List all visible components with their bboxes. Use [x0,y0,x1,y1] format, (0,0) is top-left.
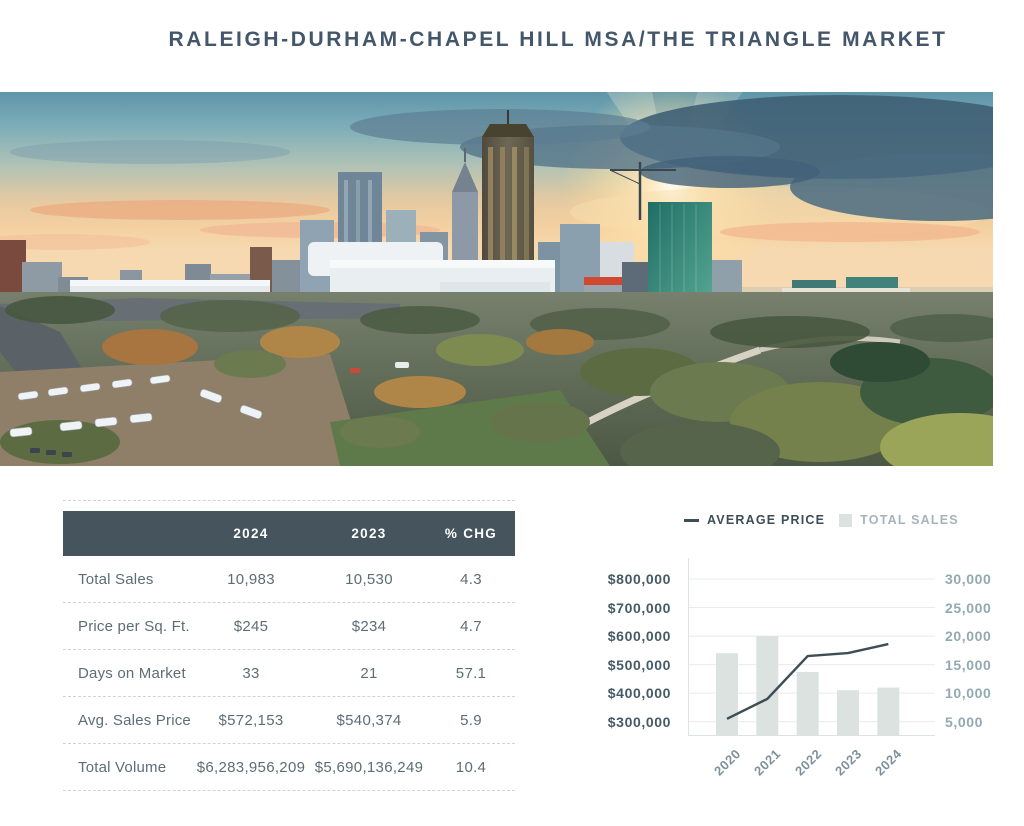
chart-legend: AVERAGE PRICE TOTAL SALES [684,513,959,527]
header-cell: % CHG [444,526,498,541]
x-axis-labels: 2020 2021 2022 2023 2024 [688,736,935,796]
x-axis-label-2021: 2021 [751,746,784,779]
table-row: Price per Sq. Ft. $245 $234 4.7 [63,603,515,650]
row-value: 10.4 [455,758,487,776]
header-cell: 2024 [233,526,269,541]
header-cell: 2023 [351,526,387,541]
x-axis-label-2024: 2024 [872,746,905,779]
total-sales-bar-2021 [756,636,779,736]
total-sales-bar-2024 [877,687,900,736]
right-axis-tick: 15,000 [945,656,992,673]
x-axis-label-2023: 2023 [832,746,865,779]
table-body: Total Sales 10,983 10,530 4.3 Price per Sq. … [63,556,515,791]
table-row: Days on Market 33 21 57.1 [63,650,515,697]
row-value: $5,690,136,249 [314,758,424,776]
left-axis-tick: $700,000 [607,599,671,616]
chart-plot-area [688,558,935,736]
market-stats-table: 2024 2023 % CHG Total Sales 10,983 10,530 4.3… [63,500,515,791]
right-axis-tick: 10,000 [945,685,992,702]
row-value: 57.1 [455,664,487,682]
bar-swatch-icon [839,513,853,527]
page-title: RALEIGH-DURHAM-CHAPEL HILL MSA/THE TRIAN… [168,28,948,52]
row-value: 4.7 [460,617,482,635]
x-axis-label-2022: 2022 [791,746,825,779]
row-value: $234 [351,617,387,635]
left-axis-tick: $500,000 [607,656,671,673]
left-axis-tick: $300,000 [607,713,671,730]
total-sales-bar-2020 [716,653,738,736]
skyline-illustration [0,92,993,466]
row-value: 4.3 [460,570,482,588]
row-label: Price per Sq. Ft. [78,617,190,635]
left-axis-tick: $400,000 [607,685,671,702]
right-axis-tick: 20,000 [945,628,992,645]
table-row: Total Volume $6,283,956,209 $5,690,136,249… [63,744,515,791]
left-axis-tick: $600,000 [607,628,671,645]
average-price-line [726,642,889,720]
table-header-row: 2024 2023 % CHG [63,511,515,556]
total-sales-bar-2022 [796,672,819,736]
legend-total-sales-label: TOTAL SALES [860,513,959,527]
x-axis-label-2020: 2020 [711,746,744,779]
row-value: $540,374 [336,711,402,729]
total-sales-bar-2023 [836,690,859,736]
row-value: 33 [242,664,260,682]
legend-average-price-label: AVERAGE PRICE [707,513,826,527]
row-value: $245 [233,617,269,635]
legend-item-average-price: AVERAGE PRICE [684,513,825,527]
line-swatch-icon [684,518,699,522]
right-axis-tick: 5,000 [945,713,984,730]
row-label: Avg. Sales Price [78,711,191,729]
row-label: Total Sales [78,570,154,588]
sales-price-chart: $800,000 $700,000 $600,000 $500,000 $400,000… [583,558,1024,798]
right-axis-labels: 30,000 25,000 20,000 15,000 10,000 5,000 [945,558,1023,736]
row-value: 10,530 [345,570,393,588]
row-label: Days on Market [78,664,186,682]
table-row: Avg. Sales Price $572,153 $540,374 5.9 [63,697,515,744]
row-label: Total Volume [78,758,167,776]
row-value: $6,283,956,209 [196,758,306,776]
legend-item-total-sales: TOTAL SALES [839,513,959,527]
row-value: 10,983 [227,570,275,588]
right-axis-tick: 25,000 [945,599,992,616]
left-axis-labels: $800,000 $700,000 $600,000 $500,000 $400,000… [583,558,671,736]
row-value: $572,153 [218,711,284,729]
row-value: 21 [360,664,378,682]
table-row: Total Sales 10,983 10,530 4.3 [63,556,515,603]
row-value: 5.9 [460,711,482,729]
hero-photo-raleigh-skyline [0,92,993,466]
left-axis-tick: $800,000 [607,571,671,587]
right-axis-tick: 30,000 [945,571,992,587]
